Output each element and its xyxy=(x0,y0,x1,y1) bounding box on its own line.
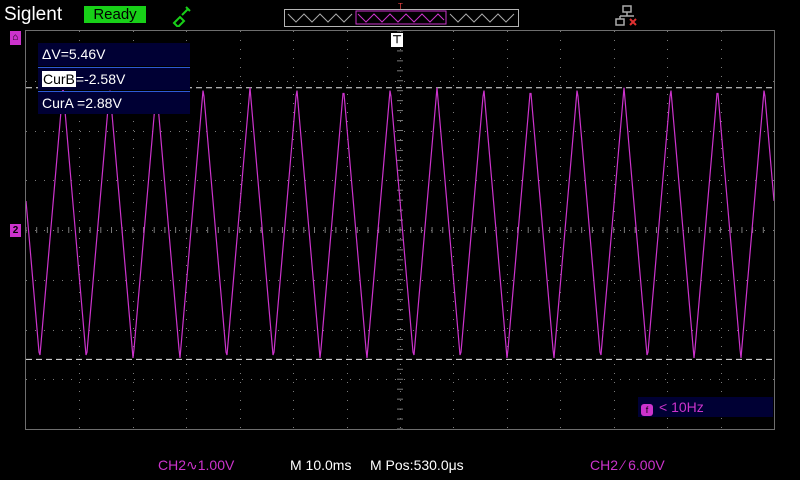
frequency-icon: f xyxy=(641,404,653,416)
ch2-vertical-scale[interactable]: CH2∿1.00V xyxy=(158,457,235,473)
frequency-counter-box: f < 10Hz xyxy=(638,397,773,417)
cursor-a-readout: CurA =2.88V xyxy=(38,91,190,114)
horizontal-scale[interactable]: M 10.0ms xyxy=(290,457,352,473)
run-status-badge: Ready xyxy=(84,6,146,23)
probe-icon xyxy=(172,6,191,27)
cursor-readout-panel: ΔV=5.46V CurB=-2.58V CurA =2.88V xyxy=(38,43,190,116)
cursor-b-row[interactable]: CurB=-2.58V xyxy=(38,67,190,90)
status-bar: CH2∿1.00V M 10.0ms M Pos:530.0μs CH2 ∕ 6… xyxy=(0,430,800,480)
delta-v-readout: ΔV=5.46V xyxy=(38,43,190,66)
cursor-b-value: =-2.58V xyxy=(75,71,126,87)
trigger-position-marker[interactable]: ⊤ xyxy=(391,33,403,47)
horizontal-position[interactable]: M Pos:530.0μs xyxy=(370,457,464,473)
waveform-display[interactable] xyxy=(25,30,775,430)
frequency-readout: < 10Hz xyxy=(659,399,704,415)
memory-position-strip[interactable]: T xyxy=(284,2,519,27)
ch2-trace xyxy=(26,87,774,358)
top-bar: Siglent Ready T xyxy=(0,0,800,30)
channel-marker-icon[interactable]: ⌂ xyxy=(10,31,21,45)
network-icon xyxy=(615,5,637,26)
channel-offset-marker[interactable]: 2 xyxy=(10,224,21,237)
cursor-b-label[interactable]: CurB xyxy=(42,71,76,87)
trigger-level-info[interactable]: CH2 ∕ 6.00V xyxy=(590,457,665,473)
trigger-position-icon: T xyxy=(398,2,403,11)
brand-label: Siglent xyxy=(4,4,63,25)
